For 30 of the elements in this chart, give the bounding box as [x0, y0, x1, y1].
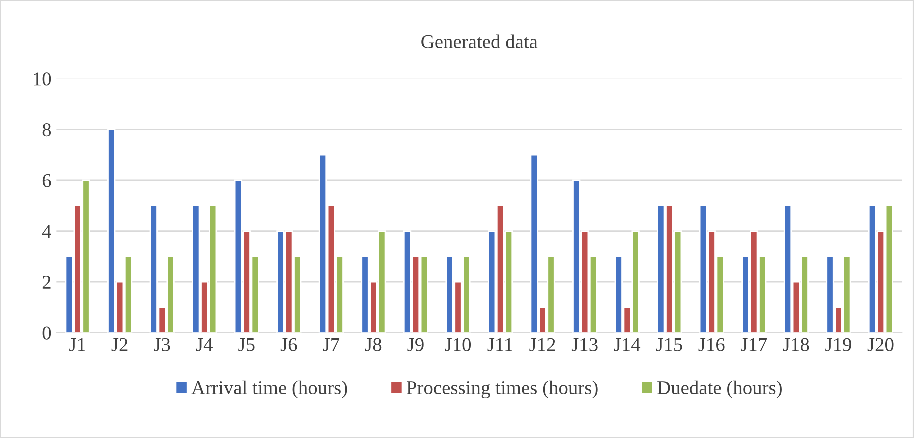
x-tick-label: J18	[783, 338, 810, 352]
x-tick-label: J5	[238, 338, 255, 352]
x-tick-label: J6	[280, 338, 298, 352]
x-tick-label: J17	[741, 338, 768, 352]
y-tick-label: 8	[42, 123, 52, 137]
x-tick-label: J20	[868, 338, 894, 352]
y-tick-label: 4	[42, 225, 52, 238]
x-tick-label: J19	[826, 338, 852, 352]
x-tick-label: J4	[196, 338, 213, 352]
x-tick-label: J3	[154, 338, 170, 352]
x-tick-label: J16	[698, 338, 725, 352]
x-tick-label: J10	[445, 338, 472, 352]
x-tick-label: J9	[408, 338, 424, 352]
x-tick-label: J2	[112, 338, 128, 352]
x-tick-label: J15	[656, 338, 682, 352]
x-tick-label: J12	[530, 338, 556, 352]
x-tick-label: J11	[488, 338, 513, 352]
x-tick-label: J13	[572, 338, 598, 352]
x-tick-label: J14	[614, 338, 641, 352]
legend-label: Arrival time (hours)	[192, 380, 348, 398]
x-tick-label: J1	[70, 338, 86, 352]
chart-title: Generated data	[422, 34, 538, 48]
legend-label: Duedate (hours)	[658, 380, 782, 398]
x-tick-label: J8	[365, 338, 382, 352]
legend-label: Processing times (hours)	[406, 380, 598, 399]
x-tick-label: J7	[323, 338, 340, 352]
y-tick-label: 6	[42, 174, 52, 188]
y-tick-label: 0	[42, 326, 52, 340]
y-tick-label: 2	[42, 276, 51, 289]
y-tick-label: 10	[34, 72, 52, 86]
